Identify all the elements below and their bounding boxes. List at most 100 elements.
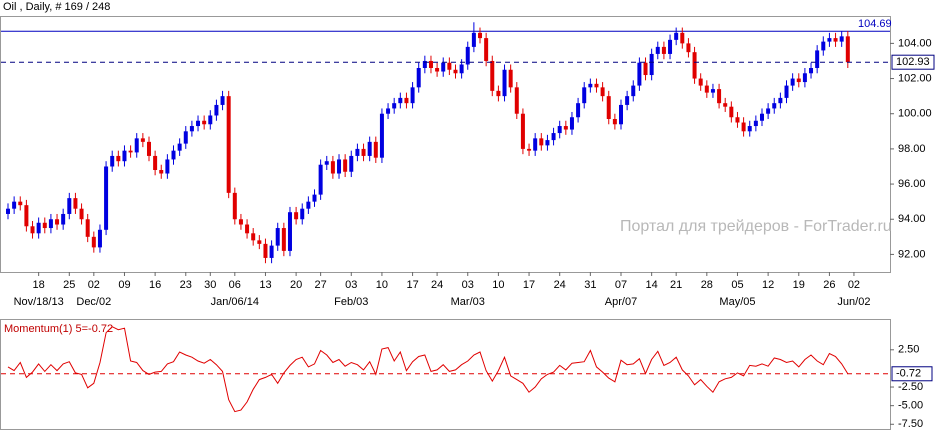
candle-body: [471, 32, 476, 47]
x-tick-label: 31: [584, 279, 596, 291]
last-value-label: -0.72: [896, 368, 921, 380]
y-tick-label: 104.00: [898, 37, 932, 49]
candle-body: [453, 69, 458, 74]
candle-body: [661, 46, 666, 54]
x-tick-label: 23: [180, 279, 192, 291]
candle-body: [159, 170, 164, 174]
candle-body: [97, 229, 102, 248]
candle-body: [245, 224, 250, 234]
candle-body: [484, 38, 489, 61]
candle-body: [441, 62, 446, 72]
candle-body: [606, 96, 611, 119]
y-tick-label: 2.50: [898, 344, 919, 356]
candle-body: [79, 208, 84, 220]
candle-body: [287, 212, 292, 251]
y-tick-label: 98.00: [898, 143, 926, 155]
candle-body: [232, 192, 237, 220]
candle-body: [122, 150, 127, 162]
x-tick-label: 05: [731, 279, 743, 291]
candle-body: [189, 126, 194, 132]
candle-body: [668, 39, 673, 54]
candle-body: [373, 141, 378, 158]
y-tick-label: 94.00: [898, 213, 926, 225]
candle-body: [318, 164, 323, 195]
candle-body: [784, 85, 789, 98]
x-tick-label: 18: [33, 279, 45, 291]
x-tick-label: 13: [259, 279, 271, 291]
candle-body: [177, 143, 182, 151]
x-tick-label: 07: [615, 279, 627, 291]
candle-body: [208, 115, 213, 125]
candle-body: [809, 68, 814, 74]
candle-body: [12, 201, 17, 209]
candle-body: [686, 43, 691, 53]
candle-body: [275, 228, 280, 246]
candle-body: [637, 62, 642, 86]
x-tick-label: 02: [848, 279, 860, 291]
candle-body: [392, 103, 397, 109]
candle-body: [343, 159, 348, 172]
x-tick-label: 09: [118, 279, 130, 291]
candle-body: [833, 38, 838, 42]
candle-body: [563, 126, 568, 130]
candle-body: [171, 150, 176, 160]
x-tick-label: 26: [823, 279, 835, 291]
candle-body: [18, 201, 23, 206]
candle-body: [251, 233, 256, 241]
x-period-label: Mar/03: [451, 296, 485, 308]
candle-body: [116, 155, 121, 162]
candle-body: [24, 205, 29, 227]
candle-body: [815, 50, 820, 68]
candle-body: [196, 120, 201, 127]
candle-body: [545, 140, 550, 146]
last-value-box: [891, 366, 933, 382]
x-tick-label: 10: [492, 279, 504, 291]
candle-body: [146, 141, 151, 156]
x-period-label: Feb/03: [334, 296, 368, 308]
candle-body: [704, 85, 709, 93]
candle-body: [717, 89, 722, 104]
candle-body: [61, 213, 66, 225]
y-tick-label: 102.00: [898, 72, 932, 84]
x-tick-label: 12: [762, 279, 774, 291]
candle-body: [612, 119, 617, 125]
last-price-label: 102.93: [896, 56, 930, 68]
candle-body: [655, 46, 660, 54]
candle-body: [263, 243, 268, 258]
candle-body: [465, 46, 470, 65]
chart-title: Oil , Daily, # 169 / 248: [3, 1, 110, 13]
candle-body: [772, 103, 777, 109]
x-period-label: Jan/06/14: [211, 296, 259, 308]
resistance-label: 104.69: [858, 18, 892, 30]
candle-body: [226, 96, 231, 193]
x-tick-label: 24: [431, 279, 443, 291]
candle-body: [220, 96, 225, 105]
price-panel: [0, 16, 891, 273]
candle-body: [128, 150, 133, 153]
x-tick-label: 21: [670, 279, 682, 291]
x-tick-label: 17: [406, 279, 418, 291]
candle-body: [324, 161, 329, 165]
candle-body: [6, 208, 10, 214]
candle-body: [367, 141, 372, 156]
x-tick-label: 19: [793, 279, 805, 291]
candle-body: [766, 108, 771, 114]
candle-body: [48, 219, 53, 229]
candle-body: [398, 97, 403, 104]
y-tick-label: -2.50: [898, 381, 923, 393]
candle-body: [294, 212, 299, 220]
x-period-label: Nov/18/13: [14, 296, 64, 308]
candle-body: [85, 219, 90, 237]
candle-body: [778, 97, 783, 104]
candle-body: [520, 113, 525, 149]
candle-body: [349, 155, 354, 172]
x-tick-label: 14: [646, 279, 658, 291]
candle-body: [582, 87, 587, 104]
candle-body: [588, 83, 593, 88]
candle-body: [416, 68, 421, 88]
last-price-box: [891, 54, 935, 70]
candle-body: [551, 133, 556, 141]
candle-body: [533, 138, 538, 151]
candle-body: [386, 108, 391, 114]
